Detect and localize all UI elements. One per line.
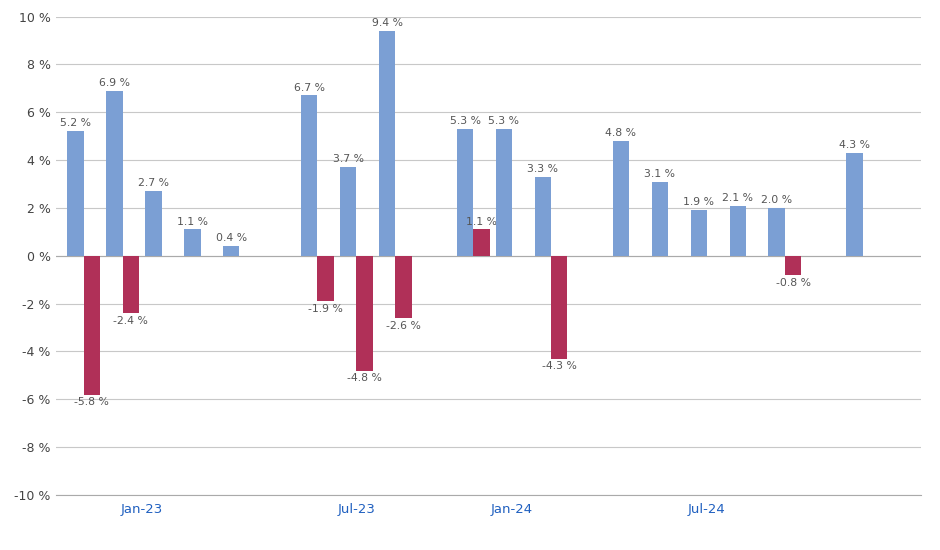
Text: 5.3 %: 5.3 % [489,116,520,126]
Text: 2.1 %: 2.1 % [722,192,753,202]
Text: 3.7 %: 3.7 % [333,155,364,164]
Bar [535,177,551,256]
Bar [613,141,629,256]
Bar [379,31,396,256]
Text: 1.1 %: 1.1 % [177,217,208,227]
Text: 4.8 %: 4.8 % [605,128,636,138]
Bar [223,246,240,256]
Text: 9.4 %: 9.4 % [371,18,402,28]
Bar [495,129,512,256]
Text: 2.7 %: 2.7 % [138,178,169,188]
Text: -2.4 %: -2.4 % [114,316,149,326]
Text: -4.8 %: -4.8 % [347,373,382,383]
Text: 0.4 %: 0.4 % [216,233,247,243]
Bar [84,256,100,394]
Bar [356,256,373,371]
Bar [457,129,473,256]
Text: 3.1 %: 3.1 % [644,169,675,179]
Bar [651,182,668,256]
Text: -5.8 %: -5.8 % [74,398,109,408]
Bar [729,206,746,256]
Text: 5.2 %: 5.2 % [60,118,91,129]
Bar [106,91,122,256]
Bar [769,208,785,256]
Bar [301,96,318,256]
Bar [122,256,139,313]
Text: 4.3 %: 4.3 % [839,140,870,150]
Bar [68,131,84,256]
Text: -4.3 %: -4.3 % [541,361,577,371]
Bar [145,191,162,256]
Bar [551,256,568,359]
Text: 6.7 %: 6.7 % [293,82,324,92]
Bar [318,256,334,301]
Text: -0.8 %: -0.8 % [776,278,810,288]
Text: 3.3 %: 3.3 % [527,164,558,174]
Text: -2.6 %: -2.6 % [386,321,421,331]
Bar [340,167,356,256]
Bar [785,256,801,275]
Text: -1.9 %: -1.9 % [308,304,343,314]
Text: 6.9 %: 6.9 % [99,78,130,88]
Bar [396,256,412,318]
Text: 1.1 %: 1.1 % [466,217,497,227]
Text: 2.0 %: 2.0 % [761,195,792,205]
Bar [184,229,200,256]
Bar [691,210,707,256]
Text: 1.9 %: 1.9 % [683,197,714,207]
Bar [473,229,490,256]
Text: 5.3 %: 5.3 % [449,116,480,126]
Bar [846,153,863,256]
